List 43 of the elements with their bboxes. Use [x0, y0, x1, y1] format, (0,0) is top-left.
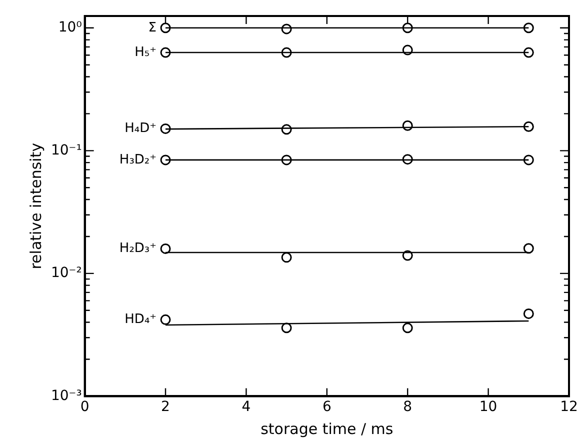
point [281, 24, 292, 34]
point [160, 243, 171, 254]
series-label: H₂D₃⁺ [119, 241, 157, 256]
point [523, 154, 534, 166]
point [523, 243, 534, 254]
point [402, 154, 413, 165]
point [281, 322, 292, 334]
point [523, 121, 534, 132]
x-tick-label: 2 [161, 399, 170, 416]
point [281, 124, 292, 135]
point [160, 47, 171, 58]
point [160, 154, 171, 166]
x-tick-label: 6 [322, 399, 332, 416]
point [402, 44, 413, 56]
point [523, 308, 534, 319]
point [160, 22, 171, 34]
x-tick-label: 8 [403, 399, 412, 416]
series-label: H₄D⁺ [124, 121, 157, 136]
point [402, 250, 413, 261]
point [281, 252, 292, 263]
point [402, 22, 413, 34]
point [281, 47, 292, 58]
x-tick-label: 4 [242, 399, 251, 416]
x-tick-label: 10 [479, 399, 498, 416]
point [160, 314, 171, 325]
point [402, 322, 413, 334]
x-tick-label: 0 [80, 399, 90, 416]
x-tick-label: 12 [560, 399, 578, 416]
point [402, 120, 413, 131]
point [160, 123, 171, 134]
series-label: HD₄⁺ [124, 312, 157, 328]
y-tick-label: 10⁻¹ [50, 142, 82, 158]
legend-label: H₃D₂⁺ [119, 152, 157, 168]
x-axis-title: storage time / ms [260, 420, 394, 438]
point [281, 154, 292, 166]
y-tick-label: 10⁻³ [50, 388, 82, 404]
y-axis-title: relative intensity [26, 142, 45, 270]
series-label: H₅⁺ [134, 44, 157, 60]
y-tick-label: 10⁰ [58, 20, 82, 36]
y-tick-label: 10⁻² [50, 265, 82, 282]
series-label: Σ [148, 20, 157, 36]
point [523, 22, 534, 34]
point [523, 47, 534, 58]
